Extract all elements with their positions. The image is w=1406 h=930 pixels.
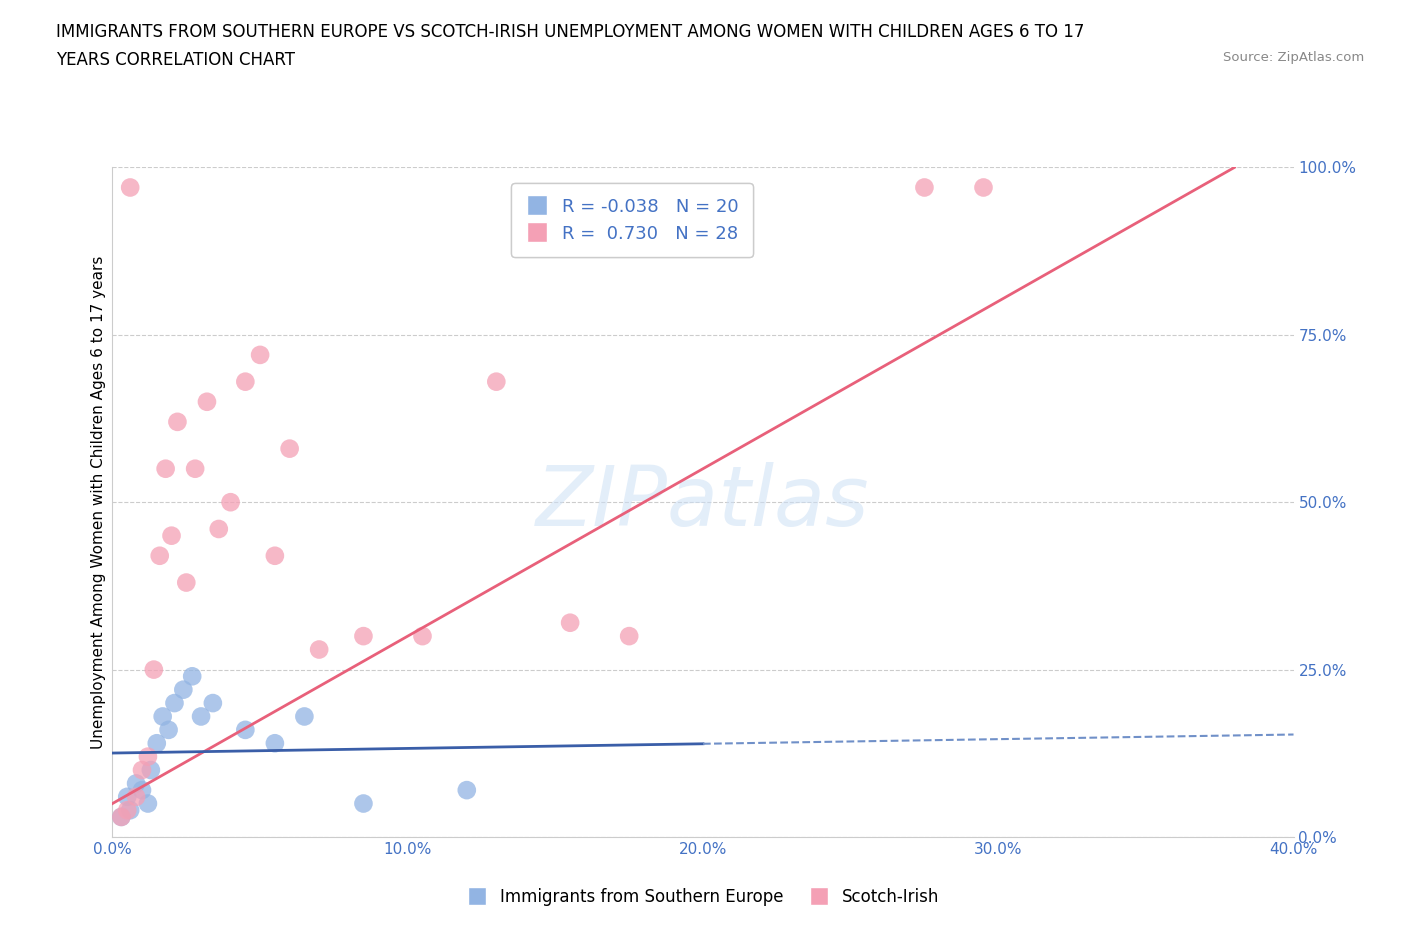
- Point: [131, 783, 153, 798]
- Point: [120, 180, 142, 195]
- Point: [352, 796, 374, 811]
- Point: [195, 394, 218, 409]
- Point: [190, 709, 212, 724]
- Legend: R = -0.038   N = 20, R =  0.730   N = 28: R = -0.038 N = 20, R = 0.730 N = 28: [512, 183, 752, 257]
- Point: [308, 642, 330, 657]
- Point: [973, 180, 995, 195]
- Point: [125, 776, 148, 790]
- Point: [117, 803, 138, 817]
- Point: [110, 809, 132, 824]
- Point: [155, 461, 177, 476]
- Point: [149, 549, 172, 564]
- Point: [208, 522, 231, 537]
- Text: ZIPatlas: ZIPatlas: [536, 461, 870, 543]
- Point: [264, 736, 287, 751]
- Point: [264, 549, 287, 564]
- Point: [131, 763, 153, 777]
- Point: [412, 629, 434, 644]
- Point: [456, 783, 478, 798]
- Point: [278, 441, 301, 456]
- Point: [142, 662, 165, 677]
- Point: [146, 736, 169, 751]
- Point: [181, 669, 204, 684]
- Point: [233, 374, 256, 389]
- Text: YEARS CORRELATION CHART: YEARS CORRELATION CHART: [56, 51, 295, 69]
- Legend: Immigrants from Southern Europe, Scotch-Irish: Immigrants from Southern Europe, Scotch-…: [460, 881, 946, 912]
- Point: [201, 696, 224, 711]
- Point: [163, 696, 186, 711]
- Point: [485, 374, 508, 389]
- Point: [160, 528, 183, 543]
- Point: [152, 709, 174, 724]
- Point: [914, 180, 936, 195]
- Point: [174, 575, 197, 590]
- Point: [139, 763, 162, 777]
- Point: [619, 629, 641, 644]
- Point: [157, 723, 180, 737]
- Text: IMMIGRANTS FROM SOUTHERN EUROPE VS SCOTCH-IRISH UNEMPLOYMENT AMONG WOMEN WITH CH: IMMIGRANTS FROM SOUTHERN EUROPE VS SCOTC…: [56, 23, 1084, 41]
- Point: [110, 809, 132, 824]
- Point: [292, 709, 315, 724]
- Point: [120, 803, 142, 817]
- Point: [219, 495, 242, 510]
- Point: [136, 796, 159, 811]
- Point: [125, 790, 148, 804]
- Point: [233, 723, 256, 737]
- Point: [184, 461, 207, 476]
- Point: [166, 415, 188, 430]
- Point: [560, 616, 582, 631]
- Point: [172, 683, 194, 698]
- Y-axis label: Unemployment Among Women with Children Ages 6 to 17 years: Unemployment Among Women with Children A…: [91, 256, 105, 749]
- Point: [136, 750, 159, 764]
- Point: [352, 629, 374, 644]
- Point: [117, 790, 138, 804]
- Point: [249, 348, 271, 363]
- Text: Source: ZipAtlas.com: Source: ZipAtlas.com: [1223, 51, 1364, 64]
